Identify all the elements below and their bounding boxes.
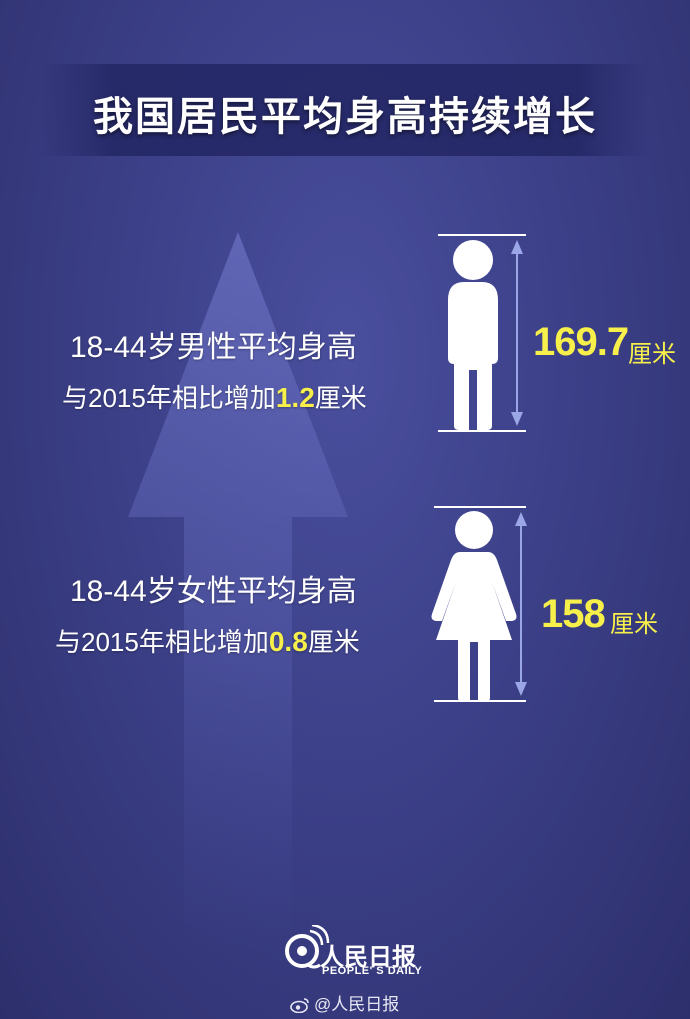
- weibo-handle: @人民日报: [314, 995, 400, 1014]
- page-title: 我国居民平均身高持续增长: [93, 95, 597, 139]
- male-increase-value: 1.2: [275, 382, 315, 413]
- male-increase-unit: 厘米: [314, 383, 367, 413]
- female-height-value: 158: [541, 592, 606, 636]
- female-height-unit: 厘米: [610, 611, 658, 638]
- male-height-value: 169.7: [533, 320, 629, 364]
- female-figure-icon: [431, 506, 527, 702]
- female-increase-unit: 厘米: [307, 627, 360, 657]
- male-figure-icon: [438, 234, 526, 432]
- weibo-icon: [290, 998, 309, 1013]
- logo-subtitle: PEOPLE' S DAILY: [322, 965, 423, 977]
- male-increase-prefix: 与2015年相比增加: [62, 383, 276, 413]
- female-increase-value: 0.8: [268, 626, 308, 657]
- peoples-daily-logo-icon: [285, 925, 330, 969]
- female-stat-label: 18-44岁女性平均身高: [70, 575, 357, 608]
- logo-name: 人民日报: [320, 944, 416, 971]
- background-arrow-icon: [128, 232, 348, 952]
- female-increase-text: 与2015年相比增加0.8厘米: [55, 622, 360, 659]
- male-stat-label: 18-44岁男性平均身高: [70, 331, 357, 364]
- title-band: [40, 64, 650, 156]
- male-increase-text: 与2015年相比增加1.2厘米: [62, 378, 367, 415]
- male-height-unit: 厘米: [628, 341, 676, 368]
- female-increase-prefix: 与2015年相比增加: [55, 627, 269, 657]
- weibo-watermark: @人民日报: [290, 990, 399, 1015]
